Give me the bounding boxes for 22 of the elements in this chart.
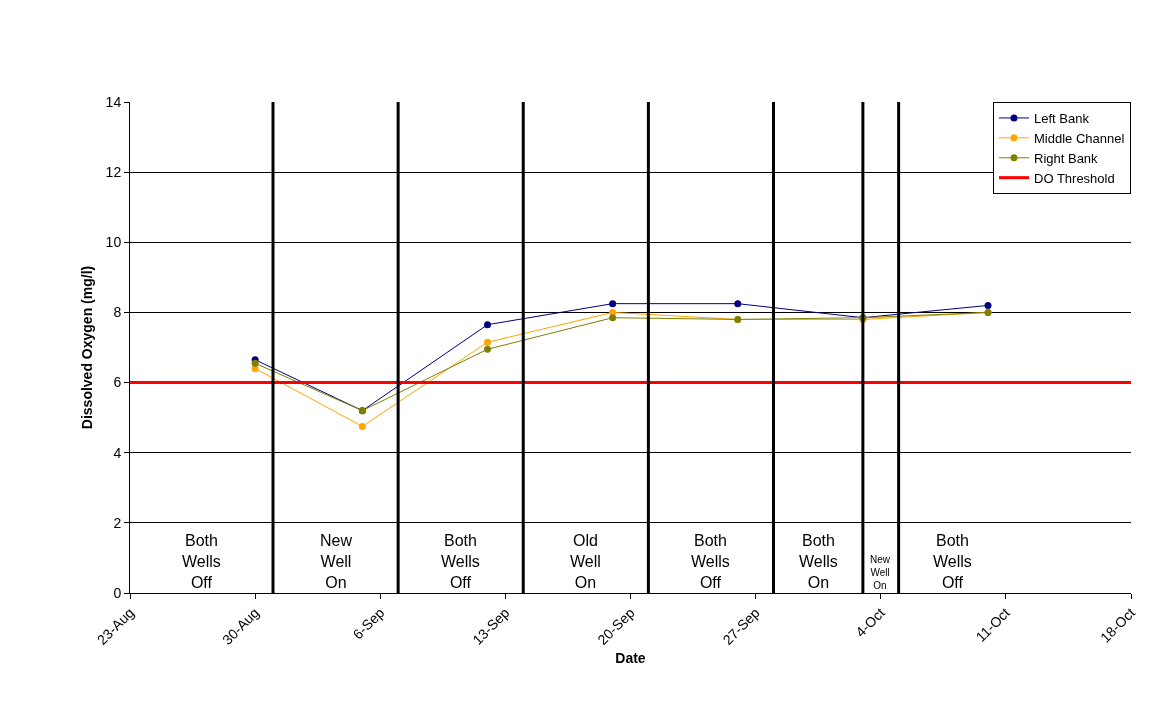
annotation: Old Well On bbox=[570, 532, 601, 591]
y-tick-label: 2 bbox=[113, 514, 122, 531]
annotation: Both Wells Off bbox=[182, 532, 221, 591]
legend-label: Middle Channel bbox=[1034, 130, 1125, 146]
annotation: Both Wells Off bbox=[441, 532, 480, 591]
y-tick-label: 6 bbox=[113, 374, 122, 391]
y-tick-label: 10 bbox=[105, 234, 122, 251]
annotation: Both Wells Off bbox=[691, 532, 730, 591]
y-axis-title: Dissolved Oxygen (mg/l) bbox=[79, 265, 95, 430]
y-tick-label: 12 bbox=[105, 164, 122, 181]
annotation: Both Wells Off bbox=[933, 532, 972, 591]
y-tick-label: 4 bbox=[113, 444, 122, 461]
annotation: New Well On bbox=[320, 532, 353, 591]
y-tick-label: 8 bbox=[113, 304, 122, 321]
annotation: Both Wells On bbox=[799, 532, 838, 591]
x-axis-title: Date bbox=[615, 649, 646, 666]
y-tick-label: 0 bbox=[113, 584, 122, 601]
legend-label: DO Threshold bbox=[1034, 170, 1115, 186]
y-tick-label: 14 bbox=[105, 93, 122, 110]
legend-label: Right Bank bbox=[1034, 150, 1099, 166]
annotation: New Well On bbox=[870, 554, 891, 591]
legend-label: Left Bank bbox=[1034, 111, 1090, 127]
